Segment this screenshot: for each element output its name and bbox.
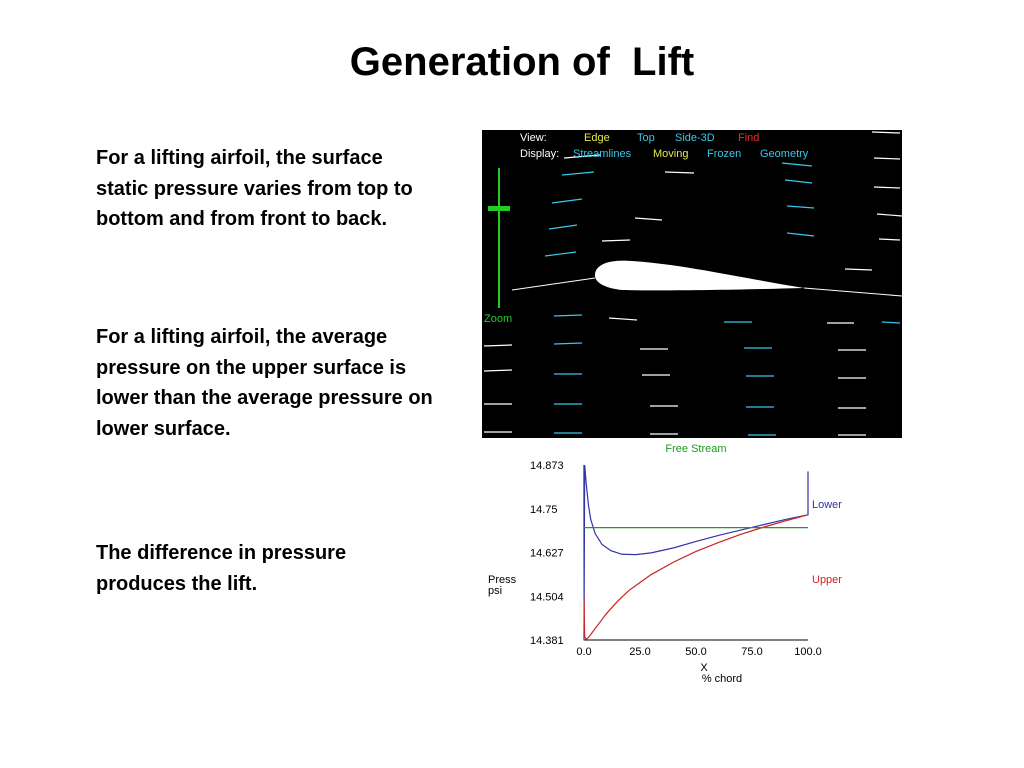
streakline: [608, 317, 638, 321]
streakline: [784, 179, 813, 184]
view-side-3d-option[interactable]: Side-3D: [675, 132, 715, 144]
y-tick-label: 14.381: [530, 635, 564, 647]
streakline: [876, 213, 902, 217]
streakline: [483, 369, 513, 372]
paragraph-average-pressure: For a lifting airfoil, the average press…: [96, 326, 433, 440]
view-edge-option[interactable]: Edge: [584, 132, 610, 144]
y-axis-label-line2: psi: [488, 585, 502, 597]
y-tick-label: 14.627: [530, 548, 564, 560]
paragraph-pressure-variation: For a lifting airfoil, the surface stati…: [96, 147, 413, 230]
x-tick-label: 0.0: [576, 646, 591, 658]
display-frozen-option[interactable]: Frozen: [707, 148, 741, 160]
display-moving-option[interactable]: Moving: [653, 148, 688, 160]
streakline: [871, 131, 901, 134]
series-lower: [583, 464, 809, 641]
leading-streamline: [511, 277, 596, 291]
free-stream-label: Free Stream: [665, 443, 726, 455]
airfoil-flow-view: Zoom View: Edge Top Side-3D Find Display…: [482, 130, 902, 438]
streakline: [544, 251, 577, 257]
y-tick-labels: 14.873 14.75 14.627 14.504 14.381: [530, 460, 564, 647]
view-label: View:: [520, 132, 547, 144]
zoom-slider-handle[interactable]: [488, 206, 510, 211]
pressure-plot: Free Stream 14.873 14.75 14.627 14.504 14.38…: [488, 443, 842, 685]
streakline: [664, 171, 695, 174]
streakline: [873, 186, 901, 189]
x-tick-labels: 0.0 25.0 50.0 75.0 100.0: [576, 646, 821, 658]
series-upper: [583, 514, 809, 641]
display-geometry-option[interactable]: Geometry: [760, 148, 809, 160]
display-label: Display:: [520, 148, 559, 160]
streakline: [601, 239, 631, 242]
streakline: [844, 268, 873, 271]
y-tick-label: 14.75: [530, 504, 558, 516]
streakline: [634, 217, 663, 221]
x-axis-label-line1: X: [700, 662, 708, 674]
streakline: [548, 224, 578, 230]
slide-title: Generation of Lift: [349, 40, 695, 84]
streaklines: [483, 131, 902, 436]
streakline: [563, 154, 601, 159]
streakline: [878, 238, 901, 241]
zoom-label: Zoom: [484, 313, 512, 325]
legend-lower: Lower: [812, 499, 842, 511]
y-tick-label: 14.873: [530, 460, 564, 472]
plot-series: [583, 464, 809, 641]
streakline: [781, 162, 813, 167]
x-tick-label: 75.0: [741, 646, 762, 658]
streakline: [551, 198, 583, 204]
x-tick-label: 100.0: [794, 646, 822, 658]
y-axis-label-line1: Press: [488, 574, 517, 586]
paragraph-lift-conclusion: The difference in pressure produces the …: [96, 542, 347, 595]
x-tick-label: 50.0: [685, 646, 706, 658]
streakline: [881, 321, 901, 324]
x-axis-label-line2: % chord: [702, 673, 742, 685]
legend-upper: Upper: [812, 574, 842, 586]
view-find-option[interactable]: Find: [738, 132, 759, 144]
streakline: [483, 344, 513, 347]
streakline: [561, 171, 595, 176]
y-tick-label: 14.504: [530, 591, 564, 603]
streakline: [553, 314, 583, 317]
trailing-streamline: [803, 287, 902, 297]
streakline: [873, 157, 901, 160]
view-top-option[interactable]: Top: [637, 132, 655, 144]
streakline: [786, 205, 815, 209]
display-streamlines-option[interactable]: Streamlines: [573, 148, 632, 160]
airfoil-shape: [594, 260, 804, 291]
streakline: [786, 232, 815, 237]
x-tick-label: 25.0: [629, 646, 650, 658]
streakline: [553, 342, 583, 345]
